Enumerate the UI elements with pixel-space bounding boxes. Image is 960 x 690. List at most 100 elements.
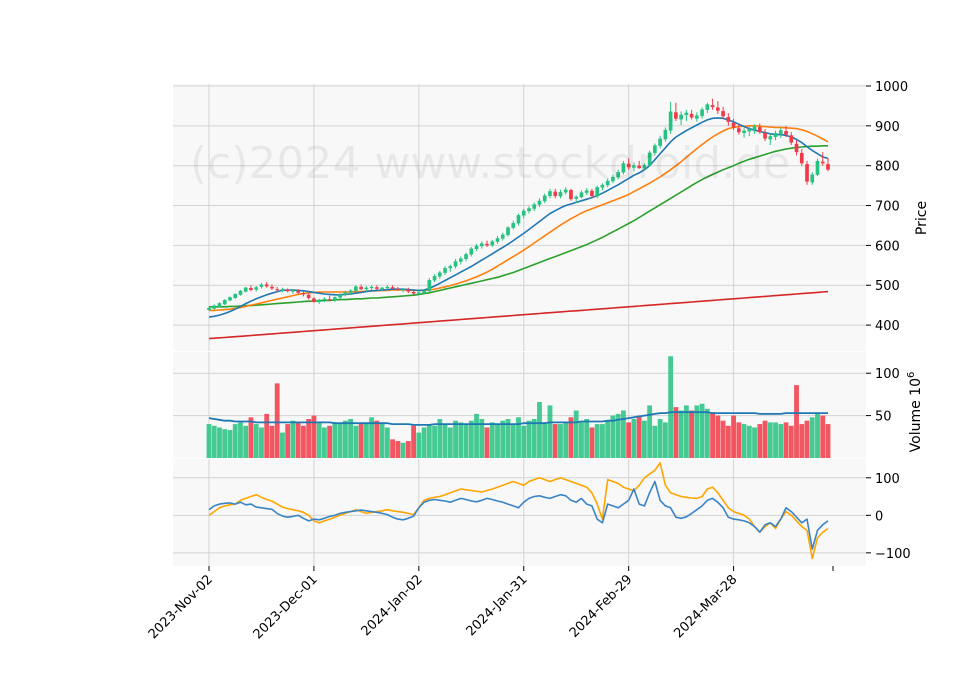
price-ytick-label: 700 bbox=[875, 200, 900, 215]
volume-bar bbox=[615, 413, 621, 458]
candle-body bbox=[742, 130, 746, 134]
candle-body bbox=[736, 128, 741, 133]
volume-bar bbox=[342, 420, 348, 458]
candle-body bbox=[243, 287, 248, 292]
candle-body bbox=[805, 164, 809, 182]
volume-bar bbox=[437, 418, 443, 458]
candle-body bbox=[674, 112, 678, 119]
volume-bar bbox=[353, 425, 359, 458]
candle-body bbox=[532, 204, 537, 209]
volume-bar bbox=[778, 424, 784, 458]
volume-bar bbox=[248, 417, 254, 458]
volume-bar bbox=[311, 415, 317, 458]
volume-bar bbox=[463, 424, 469, 458]
volume-bar bbox=[668, 356, 674, 458]
candle-body bbox=[516, 215, 521, 224]
volume-bar bbox=[206, 424, 212, 458]
candle-body bbox=[642, 164, 647, 169]
volume-bar bbox=[510, 424, 516, 458]
candle-body bbox=[264, 284, 269, 287]
volume-bar bbox=[678, 410, 684, 458]
candle-body bbox=[443, 268, 447, 273]
candle-body bbox=[710, 105, 715, 108]
volume-bar bbox=[337, 424, 343, 458]
price-ytick-label: 900 bbox=[875, 120, 900, 135]
volume-bar bbox=[285, 424, 291, 458]
volume-bar bbox=[547, 405, 553, 458]
volume-bar bbox=[720, 420, 726, 458]
x-tick-label: 2023-Dec-01 bbox=[251, 572, 321, 642]
candle-body bbox=[799, 152, 804, 164]
volume-bar bbox=[825, 424, 831, 458]
candle-body bbox=[752, 126, 757, 130]
volume-bar bbox=[673, 407, 679, 458]
volume-bar bbox=[563, 422, 569, 458]
candle-body bbox=[647, 152, 652, 166]
candle-body bbox=[731, 122, 736, 128]
volume-bar bbox=[815, 413, 820, 458]
volume-bar bbox=[426, 424, 432, 458]
candle-body bbox=[416, 292, 421, 295]
volume-bar bbox=[301, 425, 306, 458]
volume-bar bbox=[589, 427, 595, 458]
volume-bar bbox=[621, 410, 626, 458]
candle-body bbox=[396, 288, 400, 290]
volume-bar bbox=[479, 418, 485, 458]
volume-bar bbox=[600, 424, 605, 458]
candle-body bbox=[343, 292, 348, 295]
candle-body bbox=[558, 191, 563, 197]
candle-body bbox=[270, 286, 274, 289]
volume-bar bbox=[295, 422, 301, 458]
candle-body bbox=[653, 145, 657, 153]
volume-bar bbox=[820, 415, 826, 458]
candle-body bbox=[794, 143, 799, 153]
candle-body bbox=[768, 136, 773, 140]
volume-bar bbox=[447, 427, 453, 458]
volume-bar bbox=[458, 422, 464, 458]
candle-body bbox=[401, 289, 405, 291]
candle-body bbox=[432, 276, 437, 281]
volume-bar bbox=[332, 422, 338, 458]
volume-bar bbox=[274, 383, 280, 458]
volume-bar bbox=[704, 408, 710, 458]
volume-bar bbox=[211, 425, 217, 458]
volume-ma-line bbox=[208, 411, 828, 426]
candle-body bbox=[338, 294, 342, 298]
volume-panel: 50 100 Volume 106 bbox=[173, 352, 924, 458]
candle-body bbox=[464, 254, 468, 259]
candle-body bbox=[611, 176, 615, 182]
volume-bar bbox=[683, 405, 689, 458]
volume-bar bbox=[794, 385, 799, 458]
candle-body bbox=[574, 196, 579, 199]
price-ytick-label: 1000 bbox=[875, 80, 908, 95]
candle-body bbox=[359, 286, 363, 290]
candle-body bbox=[411, 292, 416, 294]
volume-bar bbox=[405, 441, 411, 458]
volume-bar bbox=[442, 424, 448, 458]
candle-body bbox=[490, 241, 495, 246]
candle-body bbox=[590, 190, 594, 196]
volume-bar bbox=[636, 415, 642, 458]
candle-body bbox=[716, 107, 720, 111]
candle-body bbox=[369, 286, 374, 289]
candle-body bbox=[322, 298, 327, 300]
volume-bar bbox=[584, 418, 590, 458]
candle-body bbox=[448, 266, 453, 269]
volume-bar bbox=[400, 442, 406, 458]
volume-bar bbox=[788, 425, 794, 458]
candle-body bbox=[773, 133, 778, 138]
oscillator-line-a bbox=[208, 480, 829, 550]
candle-body bbox=[485, 243, 489, 246]
candle-body bbox=[254, 287, 259, 290]
volume-bar bbox=[662, 422, 668, 458]
candle-body bbox=[458, 258, 463, 262]
candle-body bbox=[427, 280, 432, 292]
price-axis-title: Price bbox=[914, 201, 930, 235]
candle-body bbox=[584, 190, 589, 193]
volume-bar bbox=[238, 422, 243, 458]
candle-body bbox=[500, 234, 505, 239]
candle-body bbox=[820, 161, 825, 164]
volume-bar bbox=[531, 418, 537, 458]
volume-bar bbox=[537, 402, 542, 458]
volume-bar bbox=[773, 422, 778, 458]
